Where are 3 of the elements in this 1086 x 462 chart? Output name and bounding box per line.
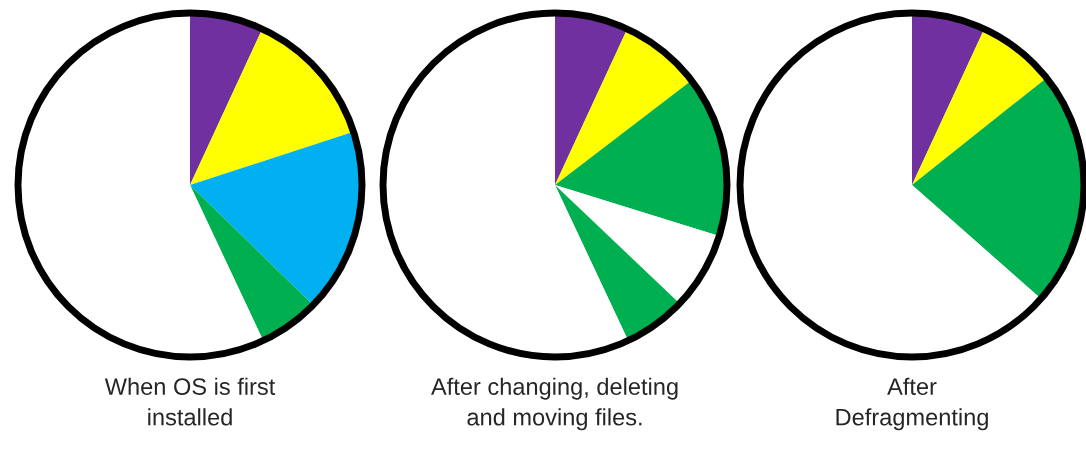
text: After changing, deleting and moving files. — [431, 377, 678, 431]
text: After Defragmenting — [836, 377, 988, 431]
text: When OS is first installed — [104, 377, 276, 426]
